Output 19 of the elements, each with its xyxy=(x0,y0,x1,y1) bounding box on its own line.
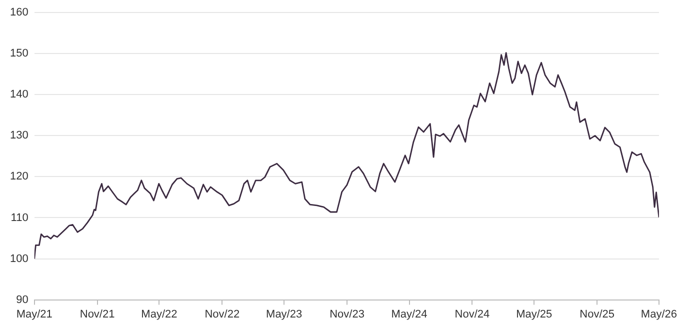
x-tick-label: May/23 xyxy=(266,308,302,320)
x-tick-label: Nov/21 xyxy=(80,308,115,320)
x-tick-label: May/25 xyxy=(516,308,552,320)
x-tick-label: Nov/25 xyxy=(580,308,614,320)
x-tick-label: May/21 xyxy=(16,308,52,320)
y-tick-label: 160 xyxy=(10,6,28,19)
x-tick-label: May/22 xyxy=(141,308,178,320)
y-tick-label: 150 xyxy=(10,48,28,60)
y-tick-label: 130 xyxy=(10,130,28,142)
y-tick-label: 100 xyxy=(10,252,28,265)
y-tick-label: 110 xyxy=(10,212,28,224)
y-tick-label: 140 xyxy=(10,88,28,101)
x-tick-label: May/24 xyxy=(391,308,428,320)
x-tick-label: May/26 xyxy=(640,308,678,320)
y-tick-label: 120 xyxy=(10,170,28,183)
x-tick-label: Nov/24 xyxy=(454,308,490,320)
x-tick-label: Nov/23 xyxy=(330,308,364,320)
x-tick-label: Nov/22 xyxy=(204,308,240,320)
y-tick-label: 90 xyxy=(16,294,28,306)
